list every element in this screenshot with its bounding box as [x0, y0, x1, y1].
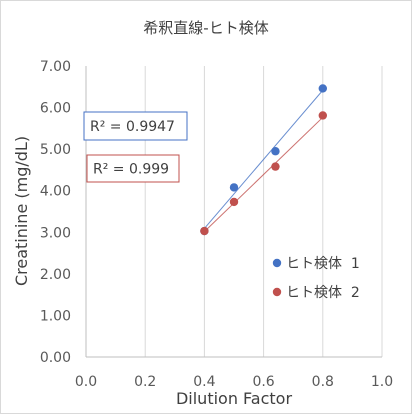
legend-marker-2	[272, 287, 282, 297]
y-tick-label: 3.00	[40, 225, 71, 241]
y-tick-label: 0.00	[40, 350, 71, 366]
legend-label-1: ヒト検体 1	[286, 256, 360, 272]
trendline-series-1	[204, 89, 324, 229]
x-tick-label: 1.0	[371, 374, 393, 390]
x-tick-label: 0.4	[193, 374, 215, 390]
x-tick-label: 0.2	[134, 374, 156, 390]
chart-title: 希釈直線-ヒト検体	[143, 19, 268, 37]
data-point-series-1	[229, 183, 239, 192]
trendlines	[204, 89, 324, 232]
y-tick-label: 2.00	[40, 267, 71, 283]
y-tick-label: 5.00	[40, 142, 71, 158]
trendline-series-2	[204, 116, 324, 232]
y-tick-label: 6.00	[40, 101, 71, 117]
r-squared-box-1	[83, 111, 188, 141]
data-point-series-1	[318, 84, 327, 93]
data-point-series-2	[318, 111, 327, 120]
x-axis-title: Dilution Factor	[176, 389, 292, 408]
r-squared-box-2	[86, 154, 180, 183]
x-tick-label: 0.8	[312, 374, 334, 390]
legend-marker-1	[272, 258, 282, 268]
y-tick-label: 1.00	[40, 308, 71, 324]
y-tick-label: 4.00	[40, 184, 71, 200]
data-point-series-2	[229, 197, 239, 207]
legend-label-2: ヒト検体 2	[286, 285, 360, 301]
x-tick-label: 0.0	[75, 374, 97, 390]
y-axis-title: Creatinine (mg/dL)	[12, 136, 31, 286]
grid	[85, 66, 383, 357]
y-tick-label: 7.00	[40, 59, 71, 75]
x-tick-label: 0.6	[252, 374, 274, 390]
points	[200, 84, 327, 236]
legend: ヒト検体 1 ヒト検体 2	[272, 256, 360, 301]
r-squared-labels: R² = 0.9947 R² = 0.999	[83, 111, 188, 183]
r-squared-label-2: R² = 0.999	[93, 162, 169, 178]
data-point-series-1	[271, 147, 280, 156]
data-point-series-2	[200, 226, 209, 236]
r-squared-label-1: R² = 0.9947	[90, 119, 175, 135]
data-point-series-2	[271, 162, 280, 171]
axes: 0.0 0.2 0.4 0.6 0.8 1.0 0.00 1.00 2.00 3.00 4.00 5.…	[40, 59, 393, 390]
